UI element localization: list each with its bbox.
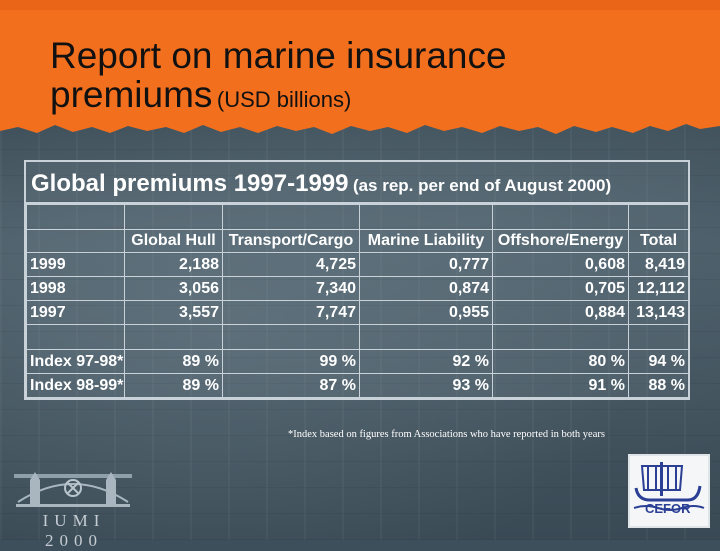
cell: 0,874 xyxy=(359,276,493,301)
cell: 80 % xyxy=(492,349,629,374)
row-label: 1998 xyxy=(26,276,125,301)
col-header: Offshore/Energy xyxy=(492,229,629,253)
footnote: *Index based on figures from Association… xyxy=(288,429,605,440)
cell: 0,608 xyxy=(492,252,629,277)
cell: 0,955 xyxy=(359,300,493,325)
cell: 88 % xyxy=(628,373,689,398)
title-banner xyxy=(0,0,720,134)
slide-title: Report on marine insurance premiums (USD… xyxy=(50,36,507,122)
cell: 94 % xyxy=(628,349,689,374)
row-label: 1997 xyxy=(26,300,125,325)
cell: 0,705 xyxy=(492,276,629,301)
index-row: Index 98-99* 89 % 87 % 93 % 91 % 88 % xyxy=(26,373,689,398)
table-gap-row xyxy=(26,324,689,350)
col-header: Global Hull xyxy=(124,229,223,253)
col-header: Marine Liability xyxy=(359,229,493,253)
iumi-logo-text: IUMI 2000 xyxy=(42,511,106,550)
col-header: Total xyxy=(628,229,689,253)
table-subtitle: (as rep. per end of August 2000) xyxy=(352,176,612,195)
cell: 3,056 xyxy=(124,276,223,301)
index-row: Index 97-98* 89 % 99 % 92 % 80 % 94 % xyxy=(26,349,689,374)
table-header-row: Global Hull Transport/Cargo Marine Liabi… xyxy=(26,229,689,253)
table-heading: Global premiums 1997-1999 (as rep. per e… xyxy=(26,162,688,204)
cell: 93 % xyxy=(359,373,493,398)
cell: 89 % xyxy=(124,349,223,374)
row-label: 1999 xyxy=(26,252,125,277)
cell: 3,557 xyxy=(124,300,223,325)
cell: 91 % xyxy=(492,373,629,398)
cell: 0,777 xyxy=(359,252,493,277)
cell: 4,725 xyxy=(222,252,360,277)
cell: 7,340 xyxy=(222,276,360,301)
row-label: Index 98-99* xyxy=(26,373,125,398)
col-header: Transport/Cargo xyxy=(222,229,360,253)
title-line-1: Report on marine insurance xyxy=(50,35,507,76)
table-title: Global premiums 1997-1999 xyxy=(31,170,349,197)
cell: 87 % xyxy=(222,373,360,398)
table-row: 1997 3,557 7,747 0,955 0,884 13,143 xyxy=(26,300,689,325)
cell: 7,747 xyxy=(222,300,360,325)
cell: 8,419 xyxy=(628,252,689,277)
cell: 2,188 xyxy=(124,252,223,277)
iumi-logo-icon xyxy=(14,472,132,507)
cell: 12,112 xyxy=(628,276,689,301)
cell: 99 % xyxy=(222,349,360,374)
cell: 89 % xyxy=(124,373,223,398)
row-label: Index 97-98* xyxy=(26,349,125,374)
cefor-logo xyxy=(628,454,710,528)
viking-ship-icon xyxy=(633,462,705,511)
premiums-table: Global Hull Transport/Cargo Marine Liabi… xyxy=(26,204,689,398)
title-units: (USD billions) xyxy=(216,87,352,112)
cefor-logo-text: CEFOR xyxy=(645,501,691,516)
table-spacer-row xyxy=(26,204,689,230)
table-row: 1999 2,188 4,725 0,777 0,608 8,419 xyxy=(26,252,689,277)
header-blank xyxy=(26,229,125,253)
premiums-table-panel: Global premiums 1997-1999 (as rep. per e… xyxy=(24,160,690,400)
cell: 13,143 xyxy=(628,300,689,325)
table-row: 1998 3,056 7,340 0,874 0,705 12,112 xyxy=(26,276,689,301)
cell: 92 % xyxy=(359,349,493,374)
cell: 0,884 xyxy=(492,300,629,325)
title-line-2: premiums xyxy=(50,74,213,115)
